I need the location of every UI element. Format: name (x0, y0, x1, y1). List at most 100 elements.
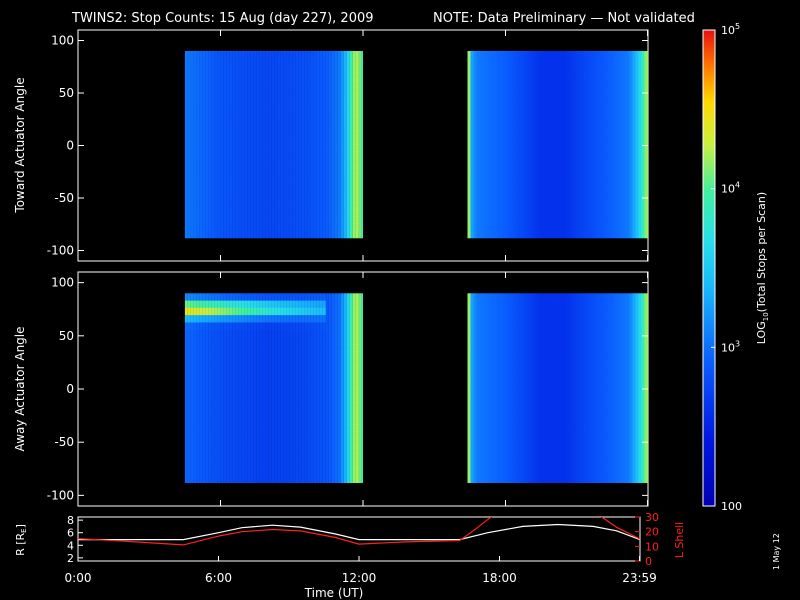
heatmap-cell (316, 65, 320, 73)
heatmap-cell (473, 144, 477, 153)
heatmap-cell (184, 223, 188, 232)
heatmap-cell (358, 431, 362, 440)
heatmap-cell (635, 180, 639, 188)
heatmap-cell (322, 322, 326, 331)
heatmap-cell (509, 86, 513, 95)
heatmap-cell (184, 329, 188, 338)
heatmap-cell (238, 380, 242, 389)
heatmap-cell (343, 180, 347, 188)
heatmap-cell (301, 173, 305, 181)
heatmap-cell (539, 101, 543, 109)
heatmap-cell (223, 409, 227, 418)
heatmap-cell (277, 431, 281, 440)
heatmap-cell (220, 187, 224, 196)
heatmap-cell (626, 72, 630, 81)
heatmap-cell (355, 72, 359, 81)
heatmap-cell (301, 380, 305, 389)
heatmap-cell (232, 293, 236, 301)
heatmap-cell (479, 65, 483, 73)
heatmap-cell (205, 373, 209, 382)
heatmap-cell (331, 194, 335, 203)
heatmap-cell (238, 173, 242, 181)
heatmap-cell (334, 315, 338, 323)
heatmap-cell (238, 72, 242, 81)
heatmap-cell (644, 144, 648, 153)
heatmap-cell (322, 358, 326, 367)
heatmap-cell (530, 223, 534, 232)
heatmap-cell (470, 351, 474, 360)
heatmap-cell (644, 101, 648, 109)
heatmap-cell (250, 144, 254, 153)
heatmap-cell (340, 366, 344, 374)
heatmap-cell (184, 315, 188, 323)
heatmap-cell (343, 151, 347, 160)
heatmap-cell (560, 65, 564, 73)
heatmap-cell (494, 94, 498, 102)
heatmap-cell (217, 79, 221, 88)
heatmap-cell (473, 202, 477, 210)
heatmap-cell (304, 108, 308, 117)
heatmap-cell (602, 209, 606, 217)
heatmap-cell (473, 187, 477, 196)
heatmap-cell (491, 446, 495, 454)
heatmap-cell (217, 366, 221, 374)
heatmap-cell (274, 315, 278, 323)
heatmap-cell (569, 209, 573, 217)
heatmap-cell (358, 366, 362, 374)
heatmap-cell (358, 180, 362, 188)
heatmap-cell (476, 366, 480, 374)
heatmap-cell (337, 223, 341, 232)
heatmap-cell (467, 460, 471, 469)
heatmap-cell (467, 194, 471, 203)
heatmap-cell (253, 72, 257, 81)
heatmap-cell (244, 402, 248, 411)
heatmap-cell (283, 86, 287, 95)
heatmap-cell (286, 130, 290, 138)
heatmap-cell (551, 101, 555, 109)
heatmap-cell (614, 86, 618, 95)
heatmap-cell (572, 86, 576, 95)
heatmap-cell (202, 387, 206, 396)
heatmap-cell (253, 453, 257, 462)
heatmap-cell (289, 329, 293, 338)
heatmap-cell (265, 151, 269, 160)
heatmap-cell (337, 329, 341, 338)
heatmap-cell (581, 166, 585, 174)
heatmap-cell (620, 230, 624, 239)
heatmap-cell (467, 158, 471, 167)
heatmap-cell (542, 108, 546, 117)
heatmap-cell (593, 202, 597, 210)
heatmap-cell (325, 209, 329, 217)
heatmap-cell (581, 122, 585, 131)
heatmap-cell (280, 94, 284, 102)
heatmap-cell (199, 366, 203, 374)
heatmap-cell (199, 424, 203, 432)
heatmap-cell (214, 101, 218, 109)
heatmap-cell (509, 94, 513, 102)
heatmap-cell (479, 202, 483, 210)
heatmap-cell (641, 122, 645, 131)
heatmap-cell (560, 79, 564, 88)
heatmap-cell (476, 475, 480, 483)
heatmap-cell (292, 58, 296, 66)
heatmap-cell (569, 144, 573, 153)
heatmap-cell (283, 307, 287, 316)
heatmap-cell (193, 373, 197, 382)
heatmap-cell (301, 65, 305, 73)
heatmap-cell (301, 94, 305, 102)
heatmap-cell (494, 101, 498, 109)
heatmap-cell (482, 446, 486, 454)
heatmap-cell (355, 453, 359, 462)
heatmap-cell (331, 424, 335, 432)
heatmap-cell (331, 329, 335, 338)
heatmap-cell (268, 300, 272, 309)
heatmap-cell (322, 72, 326, 81)
heatmap-cell (265, 187, 269, 196)
heatmap-cell (268, 337, 272, 345)
heatmap-cell (343, 337, 347, 345)
heatmap-cell (340, 151, 344, 160)
heatmap-cell (184, 72, 188, 81)
heatmap-cell (488, 79, 492, 88)
heatmap-cell (313, 151, 317, 160)
heatmap-cell (331, 373, 335, 382)
